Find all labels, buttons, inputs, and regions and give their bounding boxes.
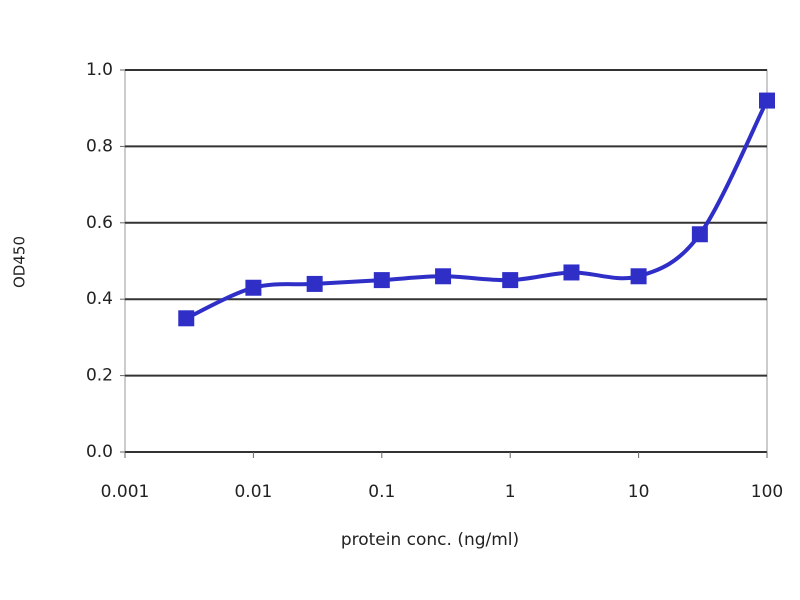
y-tick-label: 0.4 bbox=[86, 289, 113, 309]
y-tick-label: 0.2 bbox=[86, 366, 113, 386]
data-point bbox=[630, 268, 647, 285]
y-tick-label: 1.0 bbox=[86, 60, 113, 80]
x-tick-label: 1 bbox=[505, 482, 516, 502]
x-tick-label: 0.001 bbox=[101, 482, 150, 502]
y-tick-label: 0.8 bbox=[86, 136, 113, 156]
data-point bbox=[759, 92, 775, 109]
y-tick-label: 0.6 bbox=[86, 213, 113, 233]
y-tick-label: 0.0 bbox=[86, 442, 113, 462]
data-point bbox=[306, 275, 323, 292]
x-axis-label: protein conc. (ng/ml) bbox=[341, 530, 519, 550]
data-point bbox=[435, 268, 452, 285]
x-tick-label: 0.01 bbox=[234, 482, 272, 502]
data-point bbox=[373, 272, 390, 289]
plot-area bbox=[124, 69, 768, 453]
x-tick-label: 10 bbox=[628, 482, 650, 502]
data-point bbox=[245, 279, 262, 296]
x-tick-label: 100 bbox=[751, 482, 783, 502]
y-axis-label: OD450 bbox=[11, 236, 29, 288]
data-point bbox=[563, 264, 580, 281]
data-point bbox=[178, 310, 195, 327]
data-point bbox=[691, 226, 708, 243]
data-point bbox=[502, 272, 519, 289]
x-tick-label: 0.1 bbox=[368, 482, 395, 502]
